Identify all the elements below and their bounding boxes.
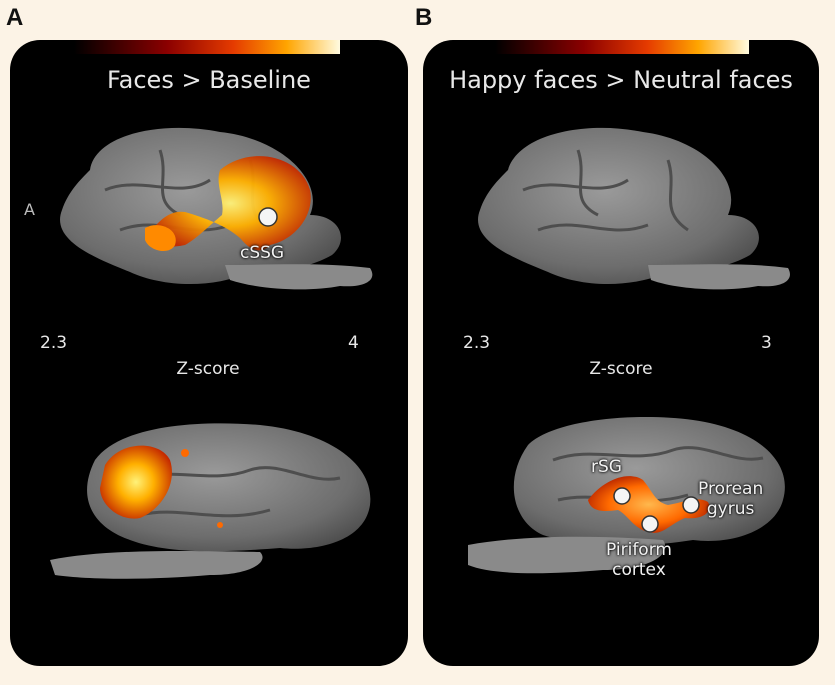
prorean-gyrus-label: Prorean gyrus bbox=[698, 479, 763, 519]
panel-b-letter: B bbox=[415, 4, 433, 31]
panel-b: Happy faces > Neutral faces 2.3 3 Z-scor… bbox=[423, 40, 819, 666]
panel-a-figure bbox=[50, 127, 373, 579]
piriform-cortex-label: Piriform cortex bbox=[606, 540, 672, 580]
colorbar-a bbox=[74, 40, 340, 54]
piriform-marker bbox=[641, 515, 659, 533]
piriform-cortex-label-line2: cortex bbox=[612, 560, 666, 580]
piriform-cortex-label-line1: Piriform bbox=[606, 540, 672, 560]
colorbar-a-label: Z-score bbox=[176, 359, 240, 379]
brain-bottom-a bbox=[50, 423, 371, 579]
colorbar-b bbox=[495, 40, 749, 54]
panel-a-letter: A bbox=[6, 4, 24, 31]
prorean-marker bbox=[682, 496, 700, 514]
rsg-marker bbox=[613, 487, 631, 505]
brain-top-a bbox=[60, 127, 373, 290]
panel-b-figure bbox=[468, 127, 790, 574]
colorbar-b-min: 2.3 bbox=[463, 333, 491, 353]
panel-a-title: Faces > Baseline bbox=[107, 66, 311, 94]
prorean-gyrus-label-line1: Prorean bbox=[698, 479, 764, 499]
brain-bottom-b bbox=[468, 417, 785, 574]
colorbar-b-label: Z-score bbox=[589, 359, 653, 379]
colorbar-b-max: 3 bbox=[761, 333, 772, 353]
anterior-label: A bbox=[24, 200, 35, 219]
panel-a: Faces > Baseline A cSSG 2.3 4 Z-score bbox=[10, 40, 408, 666]
colorbar-a-max: 4 bbox=[348, 333, 359, 353]
cssg-label: cSSG bbox=[240, 243, 285, 263]
panel-b-title: Happy faces > Neutral faces bbox=[449, 66, 793, 94]
colorbar-a-min: 2.3 bbox=[40, 333, 68, 353]
cssg-marker bbox=[258, 207, 278, 227]
rsg-label: rSG bbox=[591, 457, 622, 477]
brain-top-b bbox=[478, 127, 790, 290]
prorean-gyrus-label-line2: gyrus bbox=[706, 499, 755, 519]
